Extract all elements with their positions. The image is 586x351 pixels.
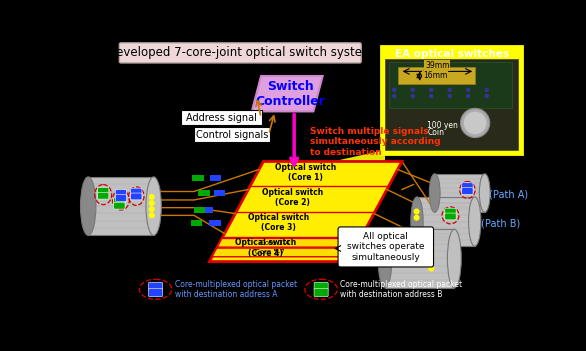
FancyBboxPatch shape [195, 127, 270, 142]
Ellipse shape [430, 174, 440, 212]
FancyBboxPatch shape [389, 62, 512, 108]
FancyBboxPatch shape [398, 67, 475, 84]
Circle shape [411, 94, 414, 98]
Circle shape [448, 88, 451, 91]
FancyBboxPatch shape [114, 202, 125, 209]
Polygon shape [252, 76, 323, 111]
Text: Switch
Controller: Switch Controller [255, 80, 325, 108]
FancyBboxPatch shape [462, 188, 473, 194]
Text: Address signal: Address signal [186, 113, 257, 122]
Circle shape [448, 94, 451, 98]
FancyBboxPatch shape [115, 194, 127, 201]
FancyBboxPatch shape [338, 227, 434, 267]
Text: 16mm: 16mm [423, 72, 447, 80]
FancyBboxPatch shape [131, 193, 142, 200]
FancyBboxPatch shape [97, 187, 109, 194]
Circle shape [466, 88, 470, 91]
FancyBboxPatch shape [385, 229, 454, 288]
FancyBboxPatch shape [417, 197, 475, 246]
FancyBboxPatch shape [435, 174, 485, 212]
FancyBboxPatch shape [314, 282, 328, 290]
FancyBboxPatch shape [314, 289, 328, 297]
FancyBboxPatch shape [214, 190, 225, 196]
Circle shape [466, 94, 470, 98]
FancyBboxPatch shape [445, 208, 456, 215]
Circle shape [393, 88, 396, 91]
Circle shape [149, 201, 154, 205]
FancyBboxPatch shape [148, 282, 162, 290]
Polygon shape [209, 161, 402, 261]
Text: Switch multiple signals
simultaneously according
to destination: Switch multiple signals simultaneously a… [309, 127, 440, 157]
FancyBboxPatch shape [131, 188, 142, 195]
FancyBboxPatch shape [97, 192, 109, 199]
FancyBboxPatch shape [385, 59, 518, 150]
Ellipse shape [464, 111, 486, 134]
Ellipse shape [411, 197, 423, 246]
FancyBboxPatch shape [198, 190, 210, 196]
FancyBboxPatch shape [462, 183, 473, 190]
Circle shape [149, 213, 154, 218]
Text: Optical switch
(Core 3): Optical switch (Core 3) [248, 213, 309, 232]
Circle shape [429, 259, 434, 264]
Ellipse shape [461, 108, 490, 138]
FancyBboxPatch shape [148, 289, 162, 297]
Text: Control signals: Control signals [196, 130, 268, 139]
Circle shape [429, 253, 434, 258]
FancyBboxPatch shape [209, 220, 221, 226]
FancyBboxPatch shape [181, 110, 262, 125]
Text: 39mm: 39mm [425, 61, 449, 70]
Text: Optical switch
(Core 2): Optical switch (Core 2) [262, 188, 323, 207]
FancyBboxPatch shape [381, 46, 522, 154]
Ellipse shape [146, 177, 161, 236]
Text: Core 1-4: Core 1-4 [260, 240, 289, 246]
Polygon shape [217, 238, 360, 247]
FancyBboxPatch shape [114, 197, 125, 204]
Text: Core-multiplexed optical packet
with destination address B: Core-multiplexed optical packet with des… [340, 280, 462, 299]
Circle shape [485, 94, 488, 98]
Circle shape [149, 194, 154, 199]
Text: (Path B): (Path B) [481, 218, 520, 228]
Text: Optical switch
(Core 4): Optical switch (Core 4) [235, 238, 296, 258]
FancyBboxPatch shape [120, 43, 361, 63]
FancyBboxPatch shape [88, 177, 154, 236]
Circle shape [393, 94, 396, 98]
FancyBboxPatch shape [445, 213, 456, 220]
Circle shape [149, 207, 154, 212]
FancyBboxPatch shape [202, 207, 213, 213]
Text: Core 5-7: Core 5-7 [254, 250, 284, 256]
FancyBboxPatch shape [210, 174, 222, 181]
Text: EA optical switches: EA optical switches [395, 49, 509, 59]
Text: Coin: Coin [427, 128, 444, 138]
Text: (Path A): (Path A) [489, 190, 528, 200]
Circle shape [429, 246, 434, 251]
Text: Core-multiplexed optical packet
with destination address A: Core-multiplexed optical packet with des… [175, 280, 297, 299]
Ellipse shape [378, 229, 392, 288]
Circle shape [430, 88, 433, 91]
Polygon shape [298, 150, 385, 173]
Text: 100 yen: 100 yen [427, 121, 458, 130]
FancyBboxPatch shape [190, 220, 202, 226]
Circle shape [430, 94, 433, 98]
Text: Developed 7-core-joint optical switch system: Developed 7-core-joint optical switch sy… [107, 46, 373, 59]
Polygon shape [212, 248, 355, 257]
Text: All optical
switches operate
simultaneously: All optical switches operate simultaneou… [347, 232, 424, 262]
Circle shape [411, 88, 414, 91]
Text: Optical switch
(Core 1): Optical switch (Core 1) [275, 163, 336, 183]
Circle shape [485, 88, 488, 91]
FancyBboxPatch shape [194, 207, 205, 213]
FancyBboxPatch shape [192, 174, 204, 181]
Ellipse shape [80, 177, 96, 236]
Ellipse shape [479, 174, 490, 212]
Circle shape [429, 266, 434, 271]
Circle shape [414, 209, 419, 214]
FancyBboxPatch shape [115, 190, 127, 197]
Ellipse shape [469, 197, 481, 246]
Circle shape [414, 216, 419, 220]
Ellipse shape [447, 229, 461, 288]
